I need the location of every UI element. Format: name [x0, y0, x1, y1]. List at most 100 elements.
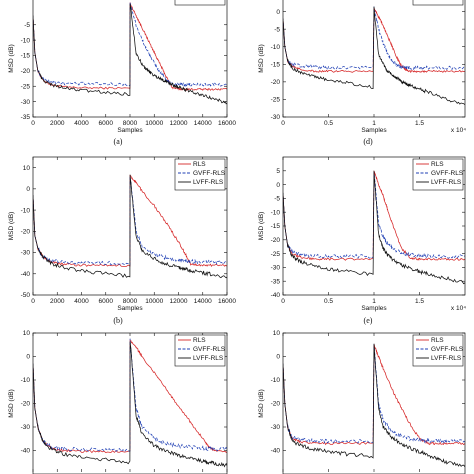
y-tick-label: -10 — [21, 377, 31, 384]
x-axis-exponent: x 10⁴ — [451, 305, 466, 312]
y-axis-label: MSD (dB) — [8, 44, 15, 73]
legend-label: GVFF-RLS — [431, 170, 464, 177]
x-tick-label: 12000 — [169, 298, 187, 305]
x-tick-label: 10000 — [145, 120, 163, 127]
series-line-gvff-rls — [283, 171, 465, 259]
y-tick-label: -10 — [21, 37, 31, 44]
y-tick-label: 0 — [26, 186, 30, 193]
y-tick-label: 5 — [276, 168, 280, 175]
y-tick-label: -30 — [271, 424, 281, 431]
x-axis-exponent: x 10⁴ — [451, 127, 466, 134]
y-tick-label: -40 — [271, 448, 281, 455]
legend-label: LVFF-RLS — [431, 179, 462, 186]
y-tick-label: -15 — [271, 223, 281, 230]
x-tick-label: 1.5 — [415, 298, 424, 305]
x-tick-label: 10000 — [145, 298, 163, 305]
legend-label: RLS — [431, 337, 444, 344]
y-tick-label: -10 — [271, 209, 281, 216]
y-tick-label: -20 — [271, 237, 281, 244]
y-tick-label: -30 — [271, 265, 281, 272]
y-tick-label: 0 — [276, 9, 280, 16]
y-tick-label: -20 — [21, 68, 31, 75]
x-axis-label: Samples — [117, 305, 143, 312]
x-tick-label: 1.5 — [415, 120, 424, 127]
series-line-lvff-rls — [283, 170, 465, 285]
y-tick-label: -25 — [271, 97, 281, 104]
panel-2 — [282, 0, 466, 118]
x-tick-label: 0 — [31, 120, 35, 127]
y-tick-label: -50 — [21, 292, 31, 299]
series-line-lvff-rls — [33, 174, 227, 279]
y-tick-label: 10 — [273, 330, 281, 337]
legend-box — [412, 0, 464, 6]
panel-caption: (d) — [363, 137, 373, 146]
x-tick-label: 6000 — [99, 298, 114, 305]
y-tick-label: -30 — [21, 424, 31, 431]
y-tick-label: -25 — [21, 83, 31, 90]
y-tick-label: -35 — [21, 114, 31, 121]
y-tick-label: 0 — [26, 354, 30, 361]
y-tick-label: -10 — [21, 207, 31, 214]
y-axis-label: MSD (dB) — [8, 212, 15, 241]
y-tick-label: 10 — [23, 330, 31, 337]
x-tick-label: 14000 — [194, 298, 212, 305]
y-tick-label: -35 — [271, 278, 281, 285]
y-tick-label: -30 — [21, 250, 31, 257]
x-tick-label: 14000 — [194, 120, 212, 127]
x-tick-label: 0 — [281, 120, 285, 127]
series-line-lvff-rls — [33, 341, 227, 468]
x-tick-label: 1 — [372, 120, 376, 127]
y-tick-label: -20 — [21, 401, 31, 408]
y-tick-label: 0 — [276, 354, 280, 361]
x-tick-label: 1 — [372, 298, 376, 305]
y-tick-label: -20 — [21, 229, 31, 236]
series-line-gvff-rls — [283, 6, 465, 71]
panel-caption: (a) — [114, 137, 123, 146]
y-tick-label: -30 — [21, 99, 31, 106]
panel-4 — [282, 156, 466, 296]
legend-label: RLS — [193, 161, 206, 168]
series-line-lvff-rls — [283, 6, 465, 105]
x-tick-label: 12000 — [169, 120, 187, 127]
y-tick-label: -25 — [271, 251, 281, 258]
legend-label: RLS — [431, 161, 444, 168]
x-axis-label: Samples — [117, 127, 143, 134]
panel-caption: (b) — [113, 316, 123, 325]
x-tick-label: 0.5 — [324, 298, 333, 305]
panel-5 — [32, 332, 228, 474]
x-tick-label: 0 — [31, 298, 35, 305]
y-tick-label: 0 — [276, 182, 280, 189]
x-tick-label: 6000 — [99, 120, 114, 127]
x-axis-label: Samples — [361, 305, 387, 312]
y-axis-label: MSD (dB) — [258, 44, 265, 73]
legend-label: GVFF-RLS — [431, 346, 464, 353]
y-tick-label: -5 — [24, 22, 30, 29]
y-tick-label: -40 — [271, 292, 281, 299]
y-axis-label: MSD (dB) — [8, 389, 15, 418]
x-tick-label: 8000 — [123, 298, 138, 305]
x-tick-label: 0 — [281, 298, 285, 305]
series-line-rls — [283, 7, 465, 73]
y-tick-label: -10 — [271, 377, 281, 384]
y-tick-label: -15 — [271, 61, 281, 68]
y-tick-label: 10 — [23, 165, 31, 172]
series-line-lvff-rls — [283, 343, 465, 468]
legend-box — [174, 0, 226, 6]
x-tick-label: 2000 — [50, 298, 65, 305]
legend-label: GVFF-RLS — [193, 170, 226, 177]
series-line-lvff-rls — [33, 3, 227, 105]
y-tick-label: -5 — [274, 196, 280, 203]
legend-label: LVFF-RLS — [193, 179, 224, 186]
panel-3 — [32, 156, 228, 296]
y-axis-label: MSD (dB) — [258, 212, 265, 241]
x-tick-label: 16000 — [218, 298, 236, 305]
x-tick-label: 4000 — [74, 298, 89, 305]
y-tick-label: -20 — [271, 79, 281, 86]
y-tick-label: -40 — [21, 448, 31, 455]
y-tick-label: -10 — [271, 44, 281, 51]
panel-6 — [282, 332, 466, 474]
legend-label: GVFF-RLS — [193, 346, 226, 353]
y-tick-label: -30 — [271, 114, 281, 121]
x-tick-label: 2000 — [50, 120, 65, 127]
